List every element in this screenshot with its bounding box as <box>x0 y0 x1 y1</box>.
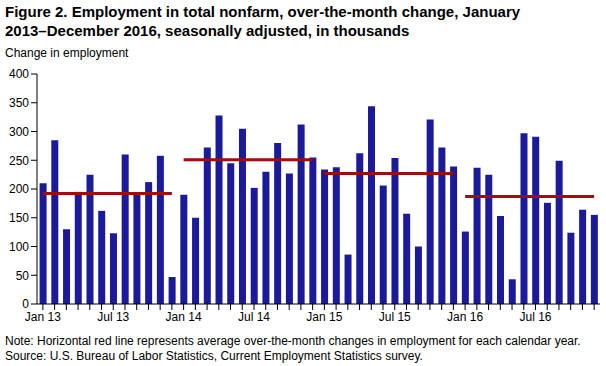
html-text:Figure 2. Employment in total: Figure 2. Employment in total nonfarm, o… <box>5 3 521 39</box>
html-text:Source: U.S. Bureau of Labor S: Source: U.S. Bureau of Labor Statistics,… <box>5 349 423 363</box>
html-text:Change in employment: Change in employment <box>5 46 129 60</box>
svg-text:Jul 14: Jul 14 <box>238 310 270 324</box>
svg-text:50: 50 <box>16 269 30 283</box>
svg-text:Jul 15: Jul 15 <box>379 310 411 324</box>
svg-text:150: 150 <box>9 211 29 225</box>
svg-text:Jan 15: Jan 15 <box>306 310 342 324</box>
svg-text:350: 350 <box>9 96 29 110</box>
svg-text:250: 250 <box>9 154 29 168</box>
svg-text:Jan 16: Jan 16 <box>447 310 483 324</box>
svg-text:400: 400 <box>9 67 29 81</box>
svg-text:Jul 16: Jul 16 <box>519 310 551 324</box>
svg-text:300: 300 <box>9 125 29 139</box>
svg-text:0: 0 <box>22 297 29 311</box>
svg-text:Jan 14: Jan 14 <box>166 310 202 324</box>
svg-text:Jul 13: Jul 13 <box>97 310 129 324</box>
svg-text:Jan 13: Jan 13 <box>25 310 61 324</box>
svg-text:100: 100 <box>9 240 29 254</box>
html-text:Note: Horizontal red line repr: Note: Horizontal red line represents ave… <box>5 334 581 348</box>
svg-text:200: 200 <box>9 182 29 196</box>
